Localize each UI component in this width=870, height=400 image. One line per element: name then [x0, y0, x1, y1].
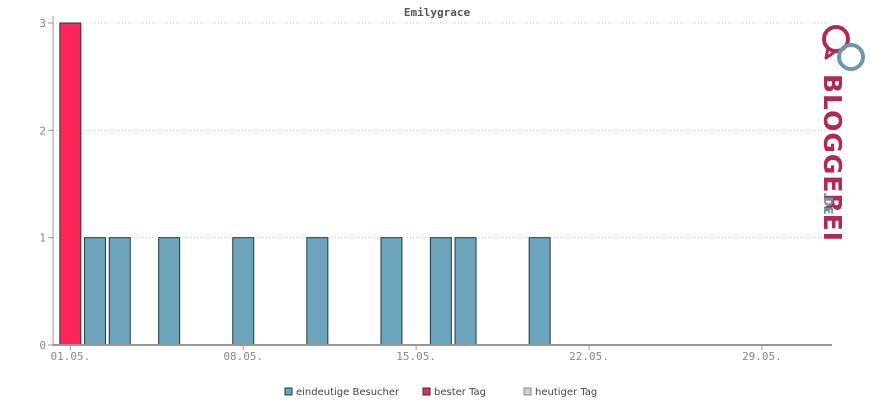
y-tick-label: 3 [39, 17, 46, 30]
bloggerei-logo: BLOGGEREI .DE [818, 25, 865, 242]
x-tick-label: 08.05. [223, 350, 263, 363]
bar [528, 237, 551, 346]
x-tick-label: 29.05. [742, 350, 782, 363]
legend-item-today: heutiger Tag [523, 387, 597, 398]
legend-item-best-day: bester Tag [422, 387, 486, 398]
legend-swatch-today [523, 387, 532, 396]
y-tick-label: 0 [39, 339, 46, 352]
x-tick-label: 22.05. [569, 350, 609, 363]
legend-label-visitors: eindeutige Besucher [296, 387, 400, 398]
y-tick-label: 1 [39, 232, 46, 245]
y-ticks: 0 1 2 3 [39, 17, 53, 352]
bar [158, 237, 181, 346]
x-ticks: 01.05. 08.05. 15.05. 22.05. 29.05. [50, 345, 782, 363]
legend-label-best-day: bester Tag [434, 387, 486, 398]
legend-swatch-best-day [422, 387, 431, 396]
legend-item-visitors: eindeutige Besucher [284, 387, 400, 398]
y-tick-label: 2 [39, 124, 46, 137]
grid-lines [53, 22, 832, 239]
bar [454, 237, 477, 346]
bars [59, 22, 551, 346]
brand-tld: .DE [821, 192, 835, 215]
bar [84, 237, 107, 346]
bar [429, 237, 452, 346]
bar [306, 237, 329, 346]
bar [108, 237, 131, 346]
bar [380, 237, 403, 346]
x-tick-label: 01.05. [50, 350, 90, 363]
bar-best-day [59, 22, 82, 346]
bar [232, 237, 255, 346]
legend: eindeutige Besucher bester Tag heutiger … [284, 387, 597, 398]
chart-title: Emilygrace [404, 6, 471, 19]
bloggerei-logo-icon [822, 25, 865, 71]
axes [52, 16, 832, 346]
brand-name: BLOGGEREI [818, 74, 847, 242]
x-tick-label: 15.05. [396, 350, 436, 363]
legend-label-today: heutiger Tag [535, 387, 597, 398]
legend-swatch-visitors [284, 387, 293, 396]
